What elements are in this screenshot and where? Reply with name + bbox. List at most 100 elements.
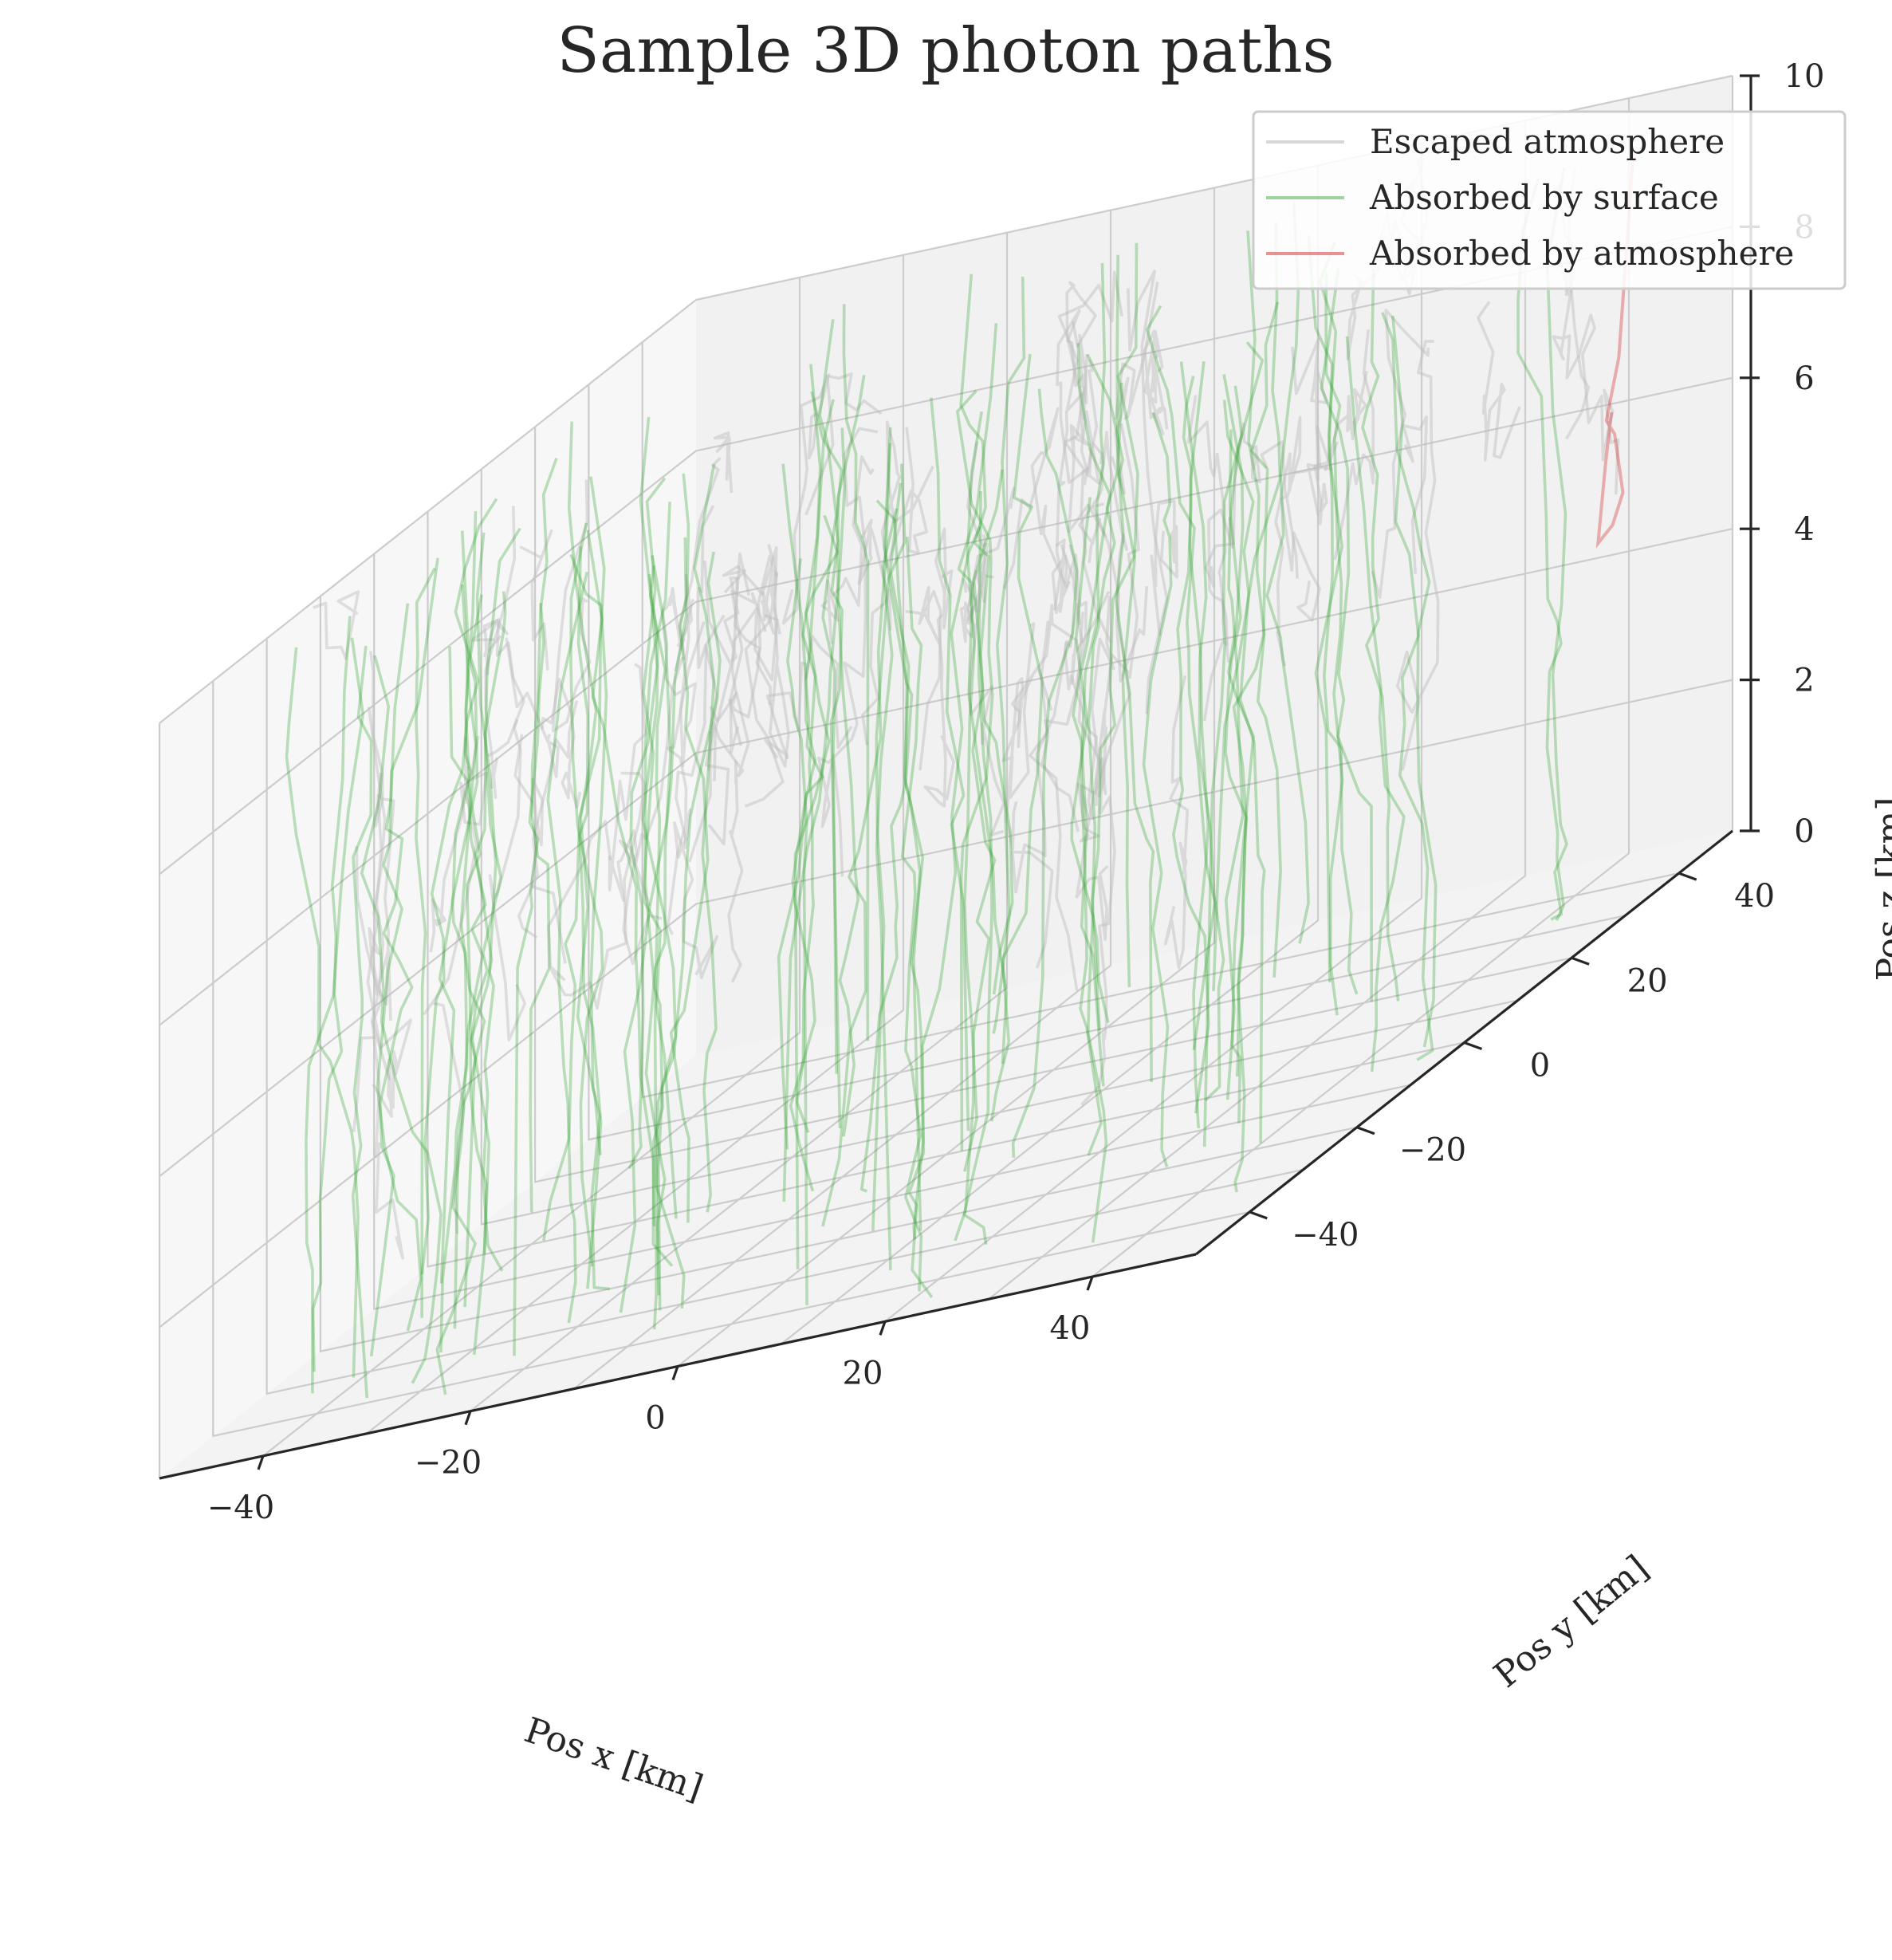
surface-photon-path	[542, 476, 606, 1242]
surface-photon-path	[907, 525, 981, 1298]
surface-photon-path	[963, 411, 983, 1172]
escaped-photon-path	[423, 735, 489, 1234]
surface-photon-path	[420, 498, 498, 1275]
surface-photon-path	[1179, 361, 1225, 1102]
z-tick-label: 4	[1794, 511, 1814, 548]
surface-photon-path	[810, 391, 844, 1128]
x-tick-label: −40	[207, 1490, 274, 1526]
surface-photon-path	[956, 389, 994, 1151]
surface-photon-path	[415, 567, 436, 1318]
x-tick-label: 20	[843, 1355, 883, 1391]
surface-photon-path	[1324, 273, 1344, 1016]
surface-photon-path	[1361, 268, 1400, 1002]
surface-photon-path	[1182, 376, 1210, 1128]
surface-photon-path	[990, 353, 1044, 1122]
escaped-photon-path	[1291, 337, 1328, 481]
surface-photon-path	[693, 463, 718, 1213]
surface-photon-path	[1172, 360, 1210, 1114]
surface-photon-path	[781, 463, 824, 1192]
escaped-photon-path	[1040, 620, 1080, 832]
surface-photon-path	[376, 557, 439, 1332]
z-tick-label: 0	[1794, 813, 1814, 850]
legend-label-atmosphere: Absorbed by atmosphere	[1369, 234, 1794, 273]
grid-line-y	[480, 469, 1519, 1226]
x-tick	[671, 1365, 679, 1381]
surface-photon-path	[875, 508, 899, 1270]
grid-line-x	[677, 187, 1216, 1368]
escaped-photon-path	[618, 598, 695, 907]
grid-line-x	[884, 143, 1423, 1323]
x-tick	[1086, 1276, 1094, 1291]
escaped-photon-path	[666, 621, 706, 935]
surface-photon-path	[369, 603, 414, 1357]
x-tick	[879, 1320, 887, 1336]
grid-line-z	[159, 679, 1733, 1328]
y-tick-label: −20	[1399, 1132, 1466, 1169]
surface-photon-path	[569, 553, 610, 1291]
surface-photon-path	[569, 522, 604, 1267]
surface-photon-path	[464, 510, 488, 1254]
escaped-photon-path	[727, 760, 744, 982]
escaped-photon-path	[687, 505, 718, 863]
y-tick	[1356, 1126, 1375, 1135]
y-tick-label: 40	[1734, 878, 1775, 915]
escaped-photon-path	[703, 560, 740, 781]
x-axis-label: Pos x [km]	[520, 1710, 708, 1808]
escaped-photon-path	[470, 618, 525, 758]
x-tick-label: 40	[1050, 1310, 1091, 1347]
surface-photon-path	[957, 323, 1009, 1065]
surface-photon-path	[1212, 222, 1282, 992]
surface-photon-path	[644, 555, 672, 1296]
surface-photon-path	[786, 558, 808, 1305]
escaped-photon-path	[880, 420, 934, 569]
escaped-photon-path	[484, 506, 517, 799]
escaped-photon-path	[1002, 407, 1060, 590]
surface-photon-path	[962, 490, 993, 1245]
escaped-photon-path	[1110, 281, 1159, 495]
escaped-photon-path	[482, 619, 509, 675]
escaped-photon-path	[488, 718, 527, 1042]
y-tick-label: −40	[1292, 1217, 1359, 1254]
surface-photon-path	[1232, 301, 1280, 1077]
escaped-photon-path	[704, 691, 750, 846]
grid-line-x	[470, 232, 1009, 1412]
escaped-photon-path	[1080, 359, 1112, 643]
surface-photon-path	[1011, 388, 1079, 1158]
surface-photon-path	[642, 477, 678, 1219]
escaped-photon-path	[1333, 329, 1375, 561]
x-tick-label: −20	[415, 1445, 482, 1482]
escaped-photon-path	[1186, 395, 1230, 663]
escaped-photon-path	[1260, 440, 1321, 622]
escaped-photon-path	[744, 572, 785, 808]
legend-label-escaped: Escaped atmosphere	[1370, 122, 1725, 161]
surface-photon-path	[1222, 374, 1255, 1124]
grid-line-z	[159, 528, 1733, 1178]
escaped-photon-path	[313, 590, 360, 660]
escaped-photon-path	[1313, 371, 1368, 512]
escaped-photon-path	[1056, 309, 1090, 485]
surface-photon-path	[818, 319, 838, 1074]
surface-photon-path	[305, 637, 365, 1394]
escaped-photon-path	[1076, 502, 1132, 843]
surface-photon-path	[1265, 201, 1310, 944]
surface-photon-path	[793, 514, 840, 1269]
surface-photon-path	[1072, 343, 1111, 1087]
legend-label-surface: Absorbed by surface	[1369, 178, 1719, 217]
escaped-photon-path	[1064, 641, 1099, 821]
surface-photon-path	[470, 591, 507, 1356]
grid-line-x	[988, 120, 1527, 1301]
atmosphere-absorbed-photon-path	[1595, 150, 1635, 549]
escaped-photon-path	[1075, 612, 1109, 941]
surface-photon-path	[1224, 340, 1264, 1100]
grid-line-z	[159, 226, 1733, 876]
escaped-photon-path	[1094, 423, 1140, 806]
escaped-photon-path	[764, 635, 853, 760]
escaped-photon-path	[513, 734, 567, 964]
photon-paths	[285, 150, 1635, 1399]
escaped-photon-path	[959, 486, 1016, 643]
escaped-photon-path	[608, 663, 663, 966]
z-tick-label: 2	[1794, 663, 1814, 699]
surface-photon-path	[435, 646, 487, 1395]
escaped-photon-path	[541, 678, 582, 809]
